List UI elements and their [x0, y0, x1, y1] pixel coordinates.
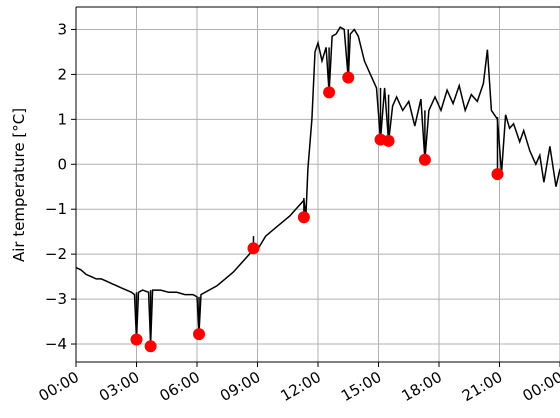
- x-tick-label: 12:00: [278, 368, 324, 405]
- x-tick-label: 06:00: [157, 368, 203, 405]
- y-tick-label: −3: [45, 290, 67, 308]
- temperature-line: [75, 26, 560, 345]
- data-point-marker: [382, 134, 395, 147]
- data-point-marker: [491, 168, 504, 181]
- x-tick-label: 00:00: [520, 368, 560, 405]
- ticks: 00:00 03:00 06:00 09:00 12:00 15:00 18:00 21:00…: [36, 20, 560, 405]
- y-tick-label: 2: [57, 65, 67, 83]
- x-tick-label: 00:00: [36, 368, 82, 405]
- y-tick-label: −4: [45, 335, 67, 353]
- x-tick-label: 21:00: [459, 368, 505, 405]
- y-tick-label: 1: [57, 110, 67, 128]
- y-axis-label: Air temperature [°C]: [10, 108, 28, 262]
- y-tick-label: 0: [57, 155, 67, 173]
- data-point-marker: [193, 328, 206, 341]
- data-point-marker: [130, 333, 143, 346]
- y-tick-label: −1: [45, 200, 67, 218]
- series-layer: [75, 26, 560, 353]
- grid: [75, 7, 560, 362]
- x-tick-label: 15:00: [338, 368, 384, 405]
- data-point-marker: [418, 153, 431, 166]
- data-point-marker: [323, 86, 336, 99]
- data-point-marker: [297, 211, 310, 224]
- data-point-marker: [144, 340, 157, 353]
- y-tick-label: 3: [57, 20, 67, 38]
- x-tick-label: 18:00: [399, 368, 445, 405]
- data-point-marker: [342, 71, 355, 84]
- data-point-marker: [247, 242, 260, 255]
- y-tick-label: −2: [45, 245, 67, 263]
- x-tick-label: 09:00: [217, 368, 263, 405]
- x-tick-label: 03:00: [96, 368, 142, 405]
